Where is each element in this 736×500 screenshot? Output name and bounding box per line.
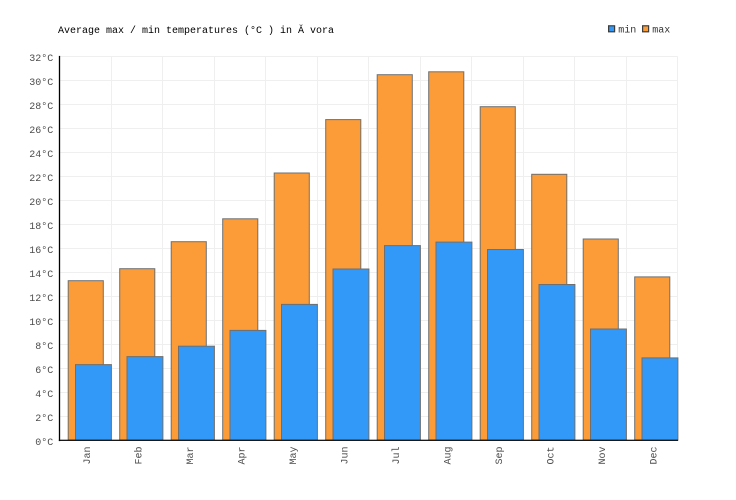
svg-text:Dec: Dec <box>650 447 661 465</box>
svg-text:30°C: 30°C <box>29 77 53 89</box>
svg-text:Mar: Mar <box>186 447 197 465</box>
svg-text:4°C: 4°C <box>35 389 53 401</box>
svg-text:20°C: 20°C <box>29 197 53 209</box>
svg-text:May: May <box>289 447 300 465</box>
svg-text:32°C: 32°C <box>29 53 53 65</box>
svg-text:Oct: Oct <box>547 447 558 465</box>
svg-text:Jun: Jun <box>341 447 352 465</box>
svg-text:Average max / min temperatures: Average max / min temperatures (°C ) in … <box>58 23 334 37</box>
svg-text:Aug: Aug <box>444 447 455 465</box>
svg-text:Feb: Feb <box>134 447 146 465</box>
svg-text:24°C: 24°C <box>29 149 53 161</box>
svg-text:Apr: Apr <box>238 447 249 465</box>
svg-text:12°C: 12°C <box>29 293 53 305</box>
svg-text:8°C: 8°C <box>35 341 53 353</box>
svg-text:6°C: 6°C <box>35 365 53 377</box>
svg-text:0°C: 0°C <box>35 437 53 449</box>
svg-text:Jan: Jan <box>83 447 94 465</box>
svg-text:10°C: 10°C <box>29 317 53 329</box>
svg-text:max: max <box>652 26 670 37</box>
svg-text:2°C: 2°C <box>35 413 53 425</box>
svg-text:Nov: Nov <box>598 447 609 465</box>
svg-text:Jul: Jul <box>391 447 403 465</box>
svg-text:28°C: 28°C <box>29 101 53 113</box>
svg-text:18°C: 18°C <box>29 221 53 233</box>
svg-text:16°C: 16°C <box>29 245 53 257</box>
svg-text:Sep: Sep <box>495 447 506 465</box>
svg-text:min: min <box>618 25 636 37</box>
svg-text:26°C: 26°C <box>29 125 53 137</box>
svg-text:14°C: 14°C <box>29 269 53 281</box>
svg-text:22°C: 22°C <box>29 173 53 185</box>
